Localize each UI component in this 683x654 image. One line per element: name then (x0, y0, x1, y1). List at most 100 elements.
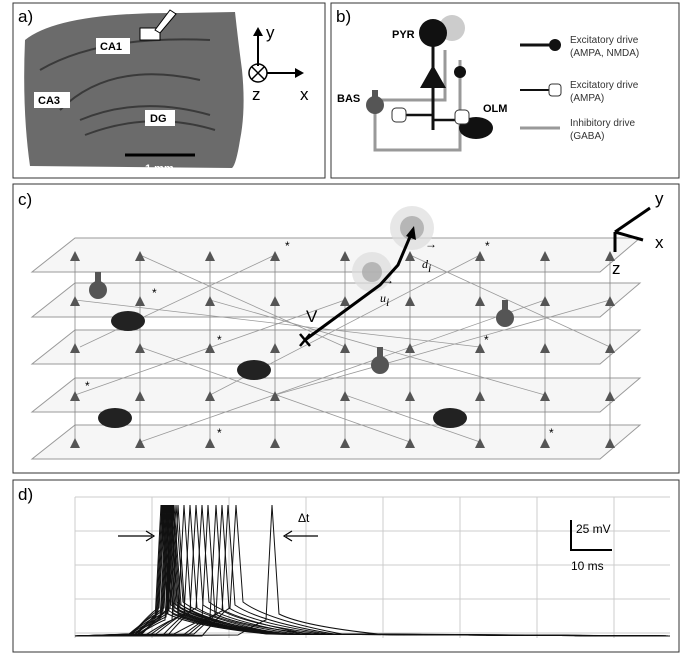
pyramidal-cell (340, 296, 350, 306)
pyramidal-cell (605, 343, 615, 353)
vector-arrow: → (382, 273, 394, 287)
connection (409, 254, 611, 348)
synapse (454, 66, 466, 78)
source-glow (362, 262, 382, 282)
pyramidal-cell (405, 296, 415, 306)
scale-label: 1 mm (145, 163, 174, 175)
pyramidal-cell (475, 251, 485, 261)
pyramidal-cell (205, 343, 215, 353)
pyramidal-cell (70, 296, 80, 306)
pyramidal-cell (340, 391, 350, 401)
active-marker: * (152, 286, 157, 300)
connection (344, 394, 481, 443)
synapse (391, 107, 407, 123)
legend-text: Excitatory drive (570, 80, 639, 91)
pyramidal-cell (405, 391, 415, 401)
layer-plane (30, 237, 642, 273)
connection (139, 254, 346, 348)
synapse (454, 109, 470, 125)
olm-cell (433, 408, 467, 428)
basket-cell (496, 309, 514, 327)
scale-label: 25 mV (576, 522, 611, 536)
point-marker (299, 333, 311, 347)
active-marker: * (285, 239, 290, 253)
connection (274, 299, 611, 396)
pyramidal-cell (270, 438, 280, 448)
axes-arrows (613, 206, 651, 252)
delay-arrows (118, 530, 318, 542)
trace (74, 504, 671, 637)
active-marker: * (217, 426, 222, 440)
panel-label: b) (336, 7, 351, 26)
pyramidal-cell (270, 251, 280, 261)
bas-axon (372, 90, 378, 102)
pyramidal-cell (475, 296, 485, 306)
arrowhead (253, 27, 263, 36)
cell-label: BAS (337, 93, 360, 105)
pyramidal-cell (540, 296, 550, 306)
label-bg (96, 38, 130, 54)
pyramidal-cell (405, 438, 415, 448)
axis-label: z (252, 85, 261, 104)
legend-text: (AMPA, NMDA) (570, 48, 639, 59)
pyramidal-cell (540, 251, 550, 261)
vector-name: d (422, 257, 429, 271)
interneuron-axon (502, 300, 508, 314)
olm-cell (98, 408, 132, 428)
slice-image (24, 12, 244, 168)
cell-label: OLM (483, 103, 507, 115)
vector-label: di (422, 257, 431, 275)
network-layers: * * * * * * * * (30, 237, 642, 460)
subscript: i (386, 295, 389, 309)
inhibitory-connection (373, 50, 462, 152)
trace (75, 504, 671, 637)
interneuron-axon (377, 347, 383, 361)
pyramidal-cell (135, 343, 145, 353)
pyramidal-cell (135, 438, 145, 448)
vector (304, 231, 414, 342)
pyramidal-cell (205, 296, 215, 306)
source-glow (400, 216, 424, 240)
pyramidal-cell (475, 438, 485, 448)
z-axis-symbol (248, 63, 268, 83)
pyramidal-cell (205, 391, 215, 401)
vector-label: ui (380, 291, 389, 309)
active-marker: * (85, 379, 90, 393)
pyramidal-cell (70, 391, 80, 401)
pyramidal-cell (135, 296, 145, 306)
pyramidal-cell (540, 391, 550, 401)
arrow (154, 9, 177, 34)
pyramidal-cell (475, 391, 485, 401)
axis-label: x (300, 85, 309, 104)
pyramidal-cell (70, 251, 80, 261)
pyramidal-cell (270, 296, 280, 306)
pyramidal-cell (405, 343, 415, 353)
pyramidal-cell (340, 251, 350, 261)
interval-label: Δt (298, 511, 310, 525)
active-marker: * (217, 333, 222, 347)
recording-site (139, 27, 161, 41)
trace (75, 504, 671, 637)
axis-label: y (655, 189, 664, 208)
arrowhead (295, 68, 304, 78)
scale-bar (570, 520, 612, 551)
trace (75, 504, 671, 637)
scale-label: 10 ms (571, 559, 604, 573)
panel-label: c) (18, 190, 32, 209)
basket-cell (89, 281, 107, 299)
trace (75, 504, 671, 637)
voltage-traces (74, 504, 671, 637)
pyramidal-cell (135, 251, 145, 261)
legend-text: (GABA) (570, 131, 604, 142)
pyr-soma (419, 19, 447, 47)
pyramidal-cell (605, 251, 615, 261)
layer-plane (30, 282, 642, 318)
pyramidal-cell (605, 296, 615, 306)
connection (74, 299, 481, 348)
pyramidal-cell (605, 391, 615, 401)
arrowhead (406, 226, 416, 240)
legend-text: Excitatory drive (570, 35, 639, 46)
pyramidal-cell (270, 391, 280, 401)
pyramidal-cell (340, 438, 350, 448)
